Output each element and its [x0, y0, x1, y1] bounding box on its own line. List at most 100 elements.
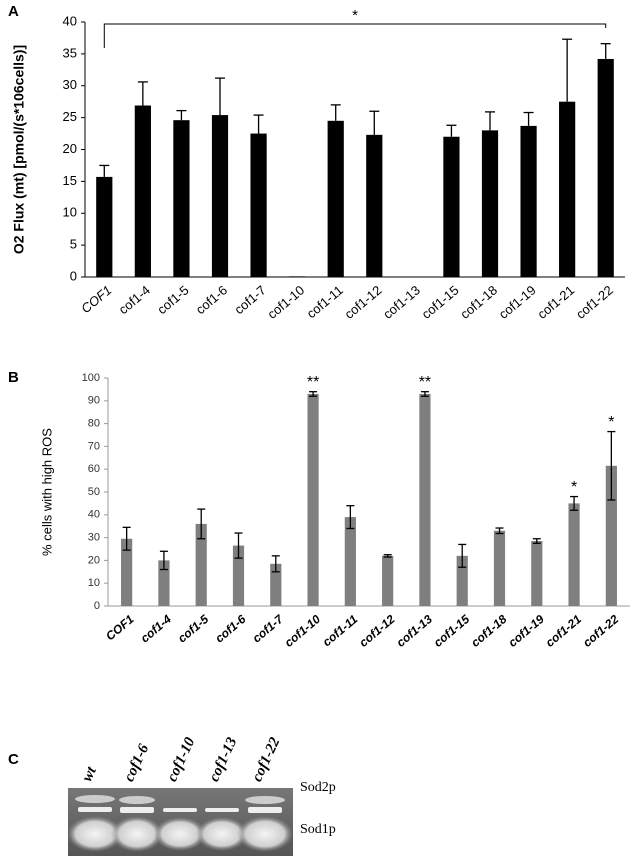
y-tick-label: 60 [88, 463, 100, 475]
significance-label: * [608, 414, 614, 431]
x-tick-label: cof1-12 [356, 612, 397, 650]
error-bar [122, 526, 131, 551]
error-bar [253, 114, 264, 134]
y-tick-label: 50 [88, 486, 100, 498]
band-label: Sod2p [300, 780, 336, 795]
error-bar [99, 164, 110, 177]
x-tick-label: cof1-19 [506, 612, 547, 650]
error-bar [446, 124, 457, 137]
x-tick-label: cof1-13 [394, 612, 435, 650]
band-label: Sod1p [300, 822, 336, 837]
x-tick-label: cof1-22 [580, 612, 621, 650]
y-tick-label: 20 [88, 554, 100, 566]
x-tick-label: cof1-4 [138, 612, 174, 646]
panel-label: A [8, 3, 19, 20]
bar [605, 465, 617, 606]
bar [96, 176, 113, 277]
bar [559, 101, 576, 277]
error-bar [458, 543, 467, 568]
x-tick-label: cof1-10 [264, 282, 307, 321]
x-tick-label: cof1-4 [116, 282, 153, 317]
bar [443, 136, 460, 277]
significance-label: * [571, 479, 577, 496]
y-tick-label: 5 [70, 237, 77, 252]
bar [481, 130, 499, 277]
error-bar [137, 81, 148, 106]
y-tick-label: 25 [63, 109, 77, 124]
x-tick-label: cof1-22 [573, 282, 616, 321]
y-tick-label: 100 [82, 372, 100, 384]
x-tick-label: cof1-15 [431, 612, 472, 650]
error-bar [383, 554, 392, 558]
error-bar [215, 77, 225, 116]
x-tick-label: cof1-10 [282, 612, 323, 650]
y-tick-label: 40 [63, 13, 77, 28]
y-tick-label: 30 [88, 532, 100, 544]
y-tick-label: 15 [63, 173, 77, 188]
error-bar [532, 538, 541, 544]
x-tick-label: cof1-18 [468, 612, 509, 650]
error-bar [234, 532, 243, 559]
x-tick-label: cof1-21 [534, 282, 577, 321]
lane-label: cof1-22 [249, 735, 283, 784]
x-tick-label: cof1-12 [342, 282, 385, 321]
x-tick-label: cof1-5 [154, 282, 191, 317]
error-bar [607, 430, 616, 501]
y-tick-label: 10 [63, 205, 77, 220]
x-tick-label: cof1-6 [212, 612, 248, 646]
x-tick-label: cof1-6 [193, 282, 230, 317]
error-bar [495, 527, 504, 535]
error-bar [485, 111, 495, 131]
bar [366, 134, 383, 277]
error-bar [369, 110, 380, 135]
x-tick-label: cof1-11 [320, 612, 361, 649]
bar [121, 538, 133, 606]
x-tick-label: cof1-19 [496, 282, 539, 321]
error-bar [346, 505, 355, 530]
y-tick-label: 10 [88, 577, 100, 589]
bar [456, 555, 468, 606]
error-bar [570, 495, 579, 511]
bar [173, 120, 190, 277]
x-tick-label: cof1-21 [543, 612, 584, 650]
error-bar [176, 109, 187, 121]
bar [158, 560, 170, 606]
lane-label: wt [79, 764, 100, 784]
y-tick-label: 0 [70, 268, 77, 283]
error-bar [600, 43, 611, 59]
error-bar [562, 38, 573, 102]
y-tick-label: 20 [63, 141, 77, 156]
y-tick-label: 30 [63, 77, 77, 92]
error-bar [523, 111, 534, 126]
y-axis-title: O2 Flux (mt) [pmol/(s*106cells)] [11, 45, 27, 254]
bar [289, 276, 306, 277]
bar [211, 115, 229, 277]
bar [382, 555, 394, 606]
error-bar [271, 555, 280, 573]
x-tick-label: cof1-7 [250, 611, 287, 645]
significance-bracket [103, 23, 607, 48]
x-tick-label: cof1-7 [231, 282, 268, 317]
error-bar [309, 391, 318, 397]
error-bar [197, 508, 206, 540]
y-tick-label: 90 [88, 395, 100, 407]
bar [597, 58, 614, 277]
x-tick-label: cof1-18 [457, 282, 500, 321]
bar [250, 133, 267, 277]
lane-label: cof1-13 [206, 735, 240, 784]
x-tick-label: COF1 [78, 282, 114, 316]
y-tick-label: 35 [63, 45, 77, 60]
bar [520, 125, 537, 277]
bar [307, 393, 319, 606]
x-tick-label: cof1-13 [380, 282, 423, 321]
bar [270, 563, 282, 606]
bar [419, 393, 431, 606]
x-tick-label: COF1 [103, 612, 137, 644]
y-tick-label: 70 [88, 440, 100, 452]
error-bar [159, 550, 168, 571]
bar [195, 523, 207, 606]
significance-label: ** [419, 374, 431, 391]
bar [134, 105, 151, 277]
x-tick-label: cof1-5 [175, 612, 211, 646]
